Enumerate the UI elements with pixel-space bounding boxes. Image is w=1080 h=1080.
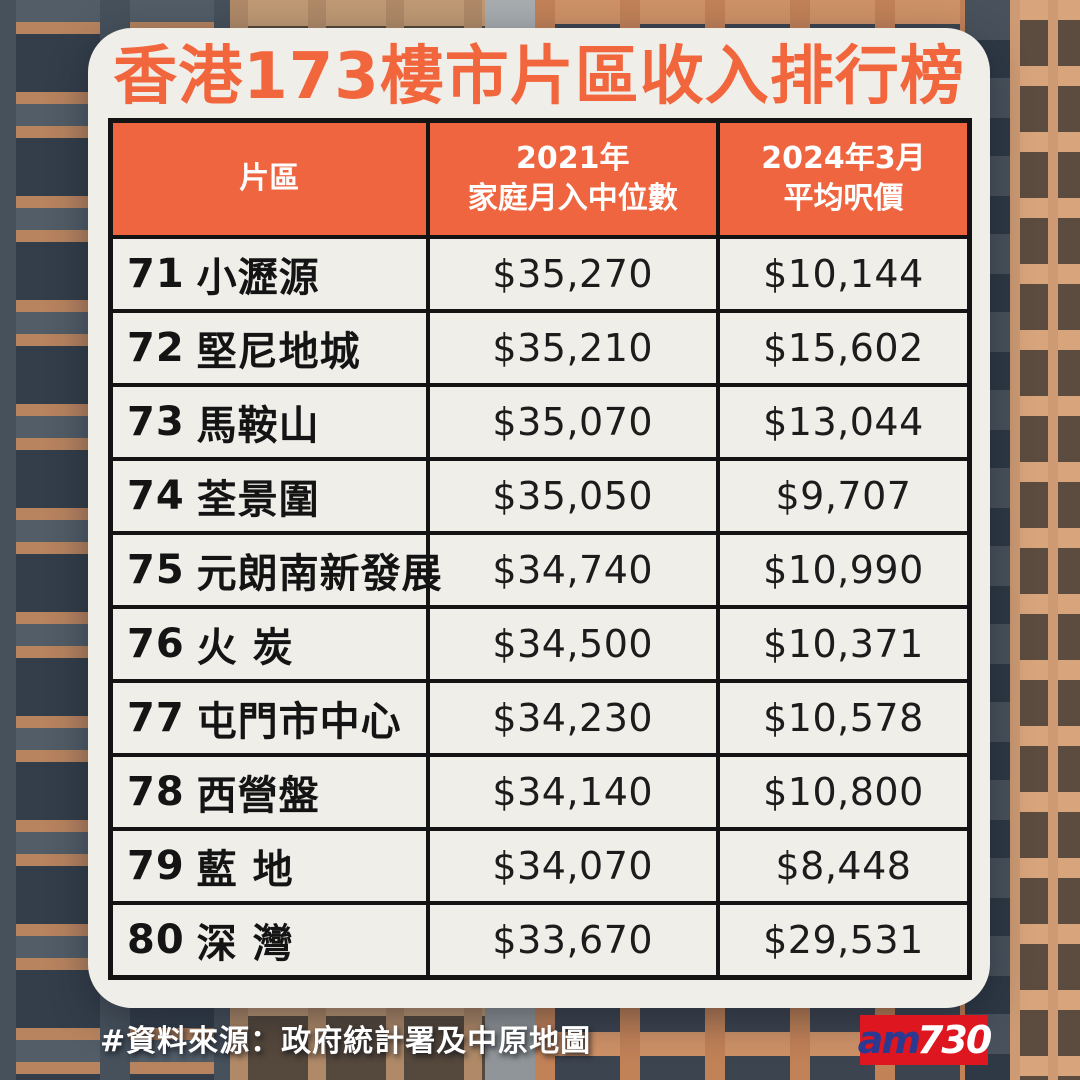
price-cell: $10,578: [715, 683, 967, 753]
income-cell: $35,050: [425, 461, 716, 531]
district-name: 荃景圍: [196, 477, 320, 523]
district-name: 元朗南新發展: [196, 551, 443, 597]
rank-number: 74: [127, 473, 185, 519]
price-cell: $15,602: [715, 313, 967, 383]
ranking-table: 片區 2021年 家庭月入中位數 2024年3月 平均呎價 71 小瀝源 $35,…: [108, 118, 972, 980]
district-cell: 79 藍 地: [113, 831, 426, 901]
table-row: 79 藍 地 $34,070 $8,448: [113, 827, 967, 901]
district-cell: 76 火 炭: [113, 609, 426, 679]
rank-number: 71: [127, 251, 185, 297]
table-row: 80 深 灣 $33,670 $29,531: [113, 901, 967, 975]
background-building-right: [1010, 0, 1080, 1080]
header-income-line2: 家庭月入中位數: [467, 181, 678, 216]
table-row: 73 馬鞍山 $35,070 $13,044: [113, 383, 967, 457]
income-cell: $35,070: [425, 387, 716, 457]
district-cell: 75 元朗南新發展: [113, 535, 442, 605]
table-row: 77 屯門市中心 $34,230 $10,578: [113, 679, 967, 753]
income-cell: $35,210: [425, 313, 716, 383]
header-district-line1: 片區: [239, 160, 300, 196]
am730-logo-730: 730: [916, 1018, 992, 1062]
district-name: 堅尼地城: [196, 329, 361, 375]
am730-logo-am: am: [857, 1018, 921, 1062]
table-row: 75 元朗南新發展 $34,740 $10,990: [113, 531, 967, 605]
district-name: 火 炭: [196, 625, 294, 671]
district-cell: 71 小瀝源: [113, 239, 426, 309]
page-title: 香港173樓市片區收入排行榜: [113, 40, 965, 114]
table-row: 72 堅尼地城 $35,210 $15,602: [113, 309, 967, 383]
header-income-line1: 2021年: [515, 140, 630, 176]
district-cell: 74 荃景圍: [113, 461, 426, 531]
header-price-line1: 2024年3月: [761, 140, 926, 176]
rank-number: 72: [127, 325, 185, 371]
data-source-note: #資料來源：政府統計署及中原地圖: [100, 1024, 592, 1059]
rank-number: 79: [127, 843, 185, 889]
price-cell: $10,800: [715, 757, 967, 827]
rank-number: 73: [127, 399, 185, 445]
price-cell: $13,044: [715, 387, 967, 457]
table-row: 74 荃景圍 $35,050 $9,707: [113, 457, 967, 531]
rank-number: 77: [127, 695, 185, 741]
district-cell: 80 深 灣: [113, 905, 426, 975]
income-cell: $34,140: [425, 757, 716, 827]
table-header-row: 片區 2021年 家庭月入中位數 2024年3月 平均呎價: [113, 123, 967, 235]
header-price: 2024年3月 平均呎價: [715, 123, 967, 235]
price-cell: $8,448: [715, 831, 967, 901]
income-cell: $35,270: [425, 239, 716, 309]
rank-number: 75: [127, 547, 185, 593]
district-name: 藍 地: [196, 847, 294, 893]
district-cell: 73 馬鞍山: [113, 387, 426, 457]
district-cell: 77 屯門市中心: [113, 683, 426, 753]
header-district: 片區: [113, 123, 426, 235]
table-row: 71 小瀝源 $35,270 $10,144: [113, 235, 967, 309]
infographic-card: 香港173樓市片區收入排行榜 片區 2021年 家庭月入中位數 2024年3月 …: [88, 28, 990, 1008]
am730-logo: am 730: [857, 1015, 992, 1065]
district-name: 屯門市中心: [196, 699, 402, 745]
header-price-line2: 平均呎價: [783, 181, 904, 216]
price-cell: $29,531: [715, 905, 967, 975]
price-cell: $9,707: [715, 461, 967, 531]
income-cell: $34,230: [425, 683, 716, 753]
table-row: 76 火 炭 $34,500 $10,371: [113, 605, 967, 679]
district-name: 深 灣: [196, 921, 294, 967]
income-cell: $33,670: [425, 905, 716, 975]
income-cell: $34,070: [425, 831, 716, 901]
district-name: 馬鞍山: [196, 403, 320, 449]
table-row: 78 西營盤 $34,140 $10,800: [113, 753, 967, 827]
price-cell: $10,144: [715, 239, 967, 309]
income-cell: $34,740: [425, 535, 716, 605]
rank-number: 76: [127, 621, 185, 667]
rank-number: 78: [127, 769, 185, 815]
district-cell: 78 西營盤: [113, 757, 426, 827]
district-name: 西營盤: [196, 773, 320, 819]
price-cell: $10,371: [715, 609, 967, 679]
income-cell: $34,500: [425, 609, 716, 679]
district-cell: 72 堅尼地城: [113, 313, 426, 383]
rank-number: 80: [127, 917, 185, 963]
header-income: 2021年 家庭月入中位數: [425, 123, 716, 235]
district-name: 小瀝源: [196, 255, 320, 301]
price-cell: $10,990: [715, 535, 967, 605]
